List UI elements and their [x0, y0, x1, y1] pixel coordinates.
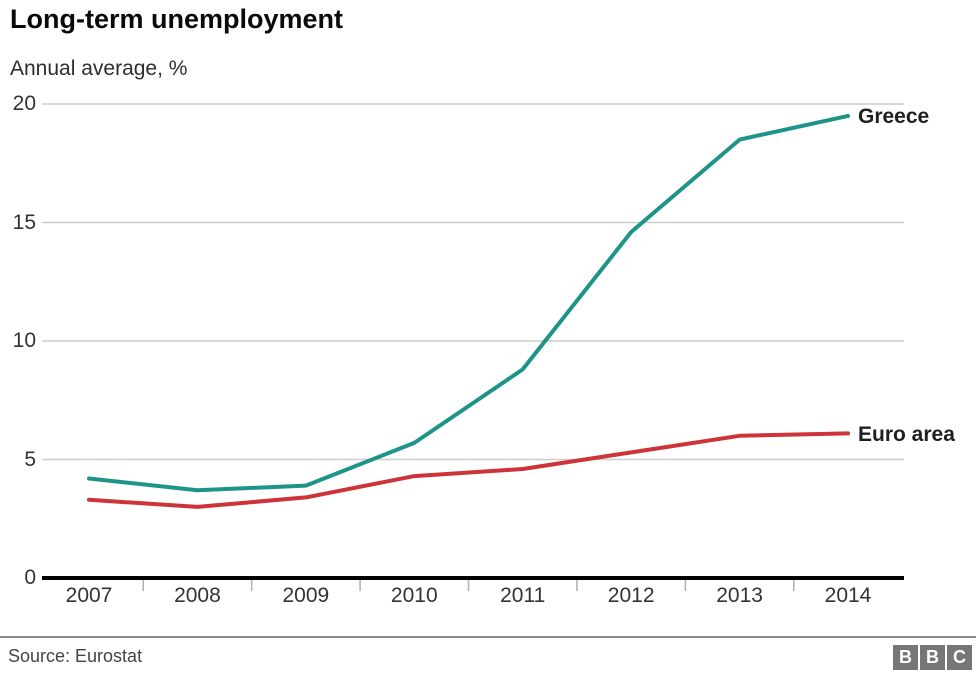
y-axis-label-20: 20 [12, 92, 36, 115]
bbc-logo-block-1: B [893, 645, 918, 670]
bbc-logo-block-3: C [947, 645, 972, 670]
source-credit: Source: Eurostat [8, 646, 143, 666]
line-series-euro-area [87, 431, 850, 509]
y-axis-label-15: 15 [12, 210, 36, 234]
series-label-greece: Greece [858, 105, 930, 128]
chart-title: Long-term unemployment [10, 4, 344, 34]
x-axis-label-2012: 2012 [607, 584, 655, 607]
x-axis-label-2007: 2007 [65, 584, 113, 607]
y-axis-label-5: 5 [24, 447, 36, 471]
footer-divider [0, 636, 976, 638]
x-axis-label-2009: 2009 [282, 584, 330, 607]
bbc-logo-block-2: B [920, 645, 945, 670]
x-axis-label-2008: 2008 [174, 584, 221, 607]
y-axis-label-10: 10 [12, 329, 36, 352]
x-axis-label-2010: 2010 [390, 584, 438, 607]
x-axis-label-2013: 2013 [716, 584, 763, 607]
x-axis-label-2014: 2014 [824, 584, 872, 607]
chart-subtitle: Annual average, % [10, 57, 188, 80]
x-axis-label-2011: 2011 [500, 584, 546, 607]
y-axis-label-0: 0 [24, 566, 36, 589]
line-series-greece [87, 113, 850, 493]
series-label-euro-area: Euro area [858, 423, 955, 446]
